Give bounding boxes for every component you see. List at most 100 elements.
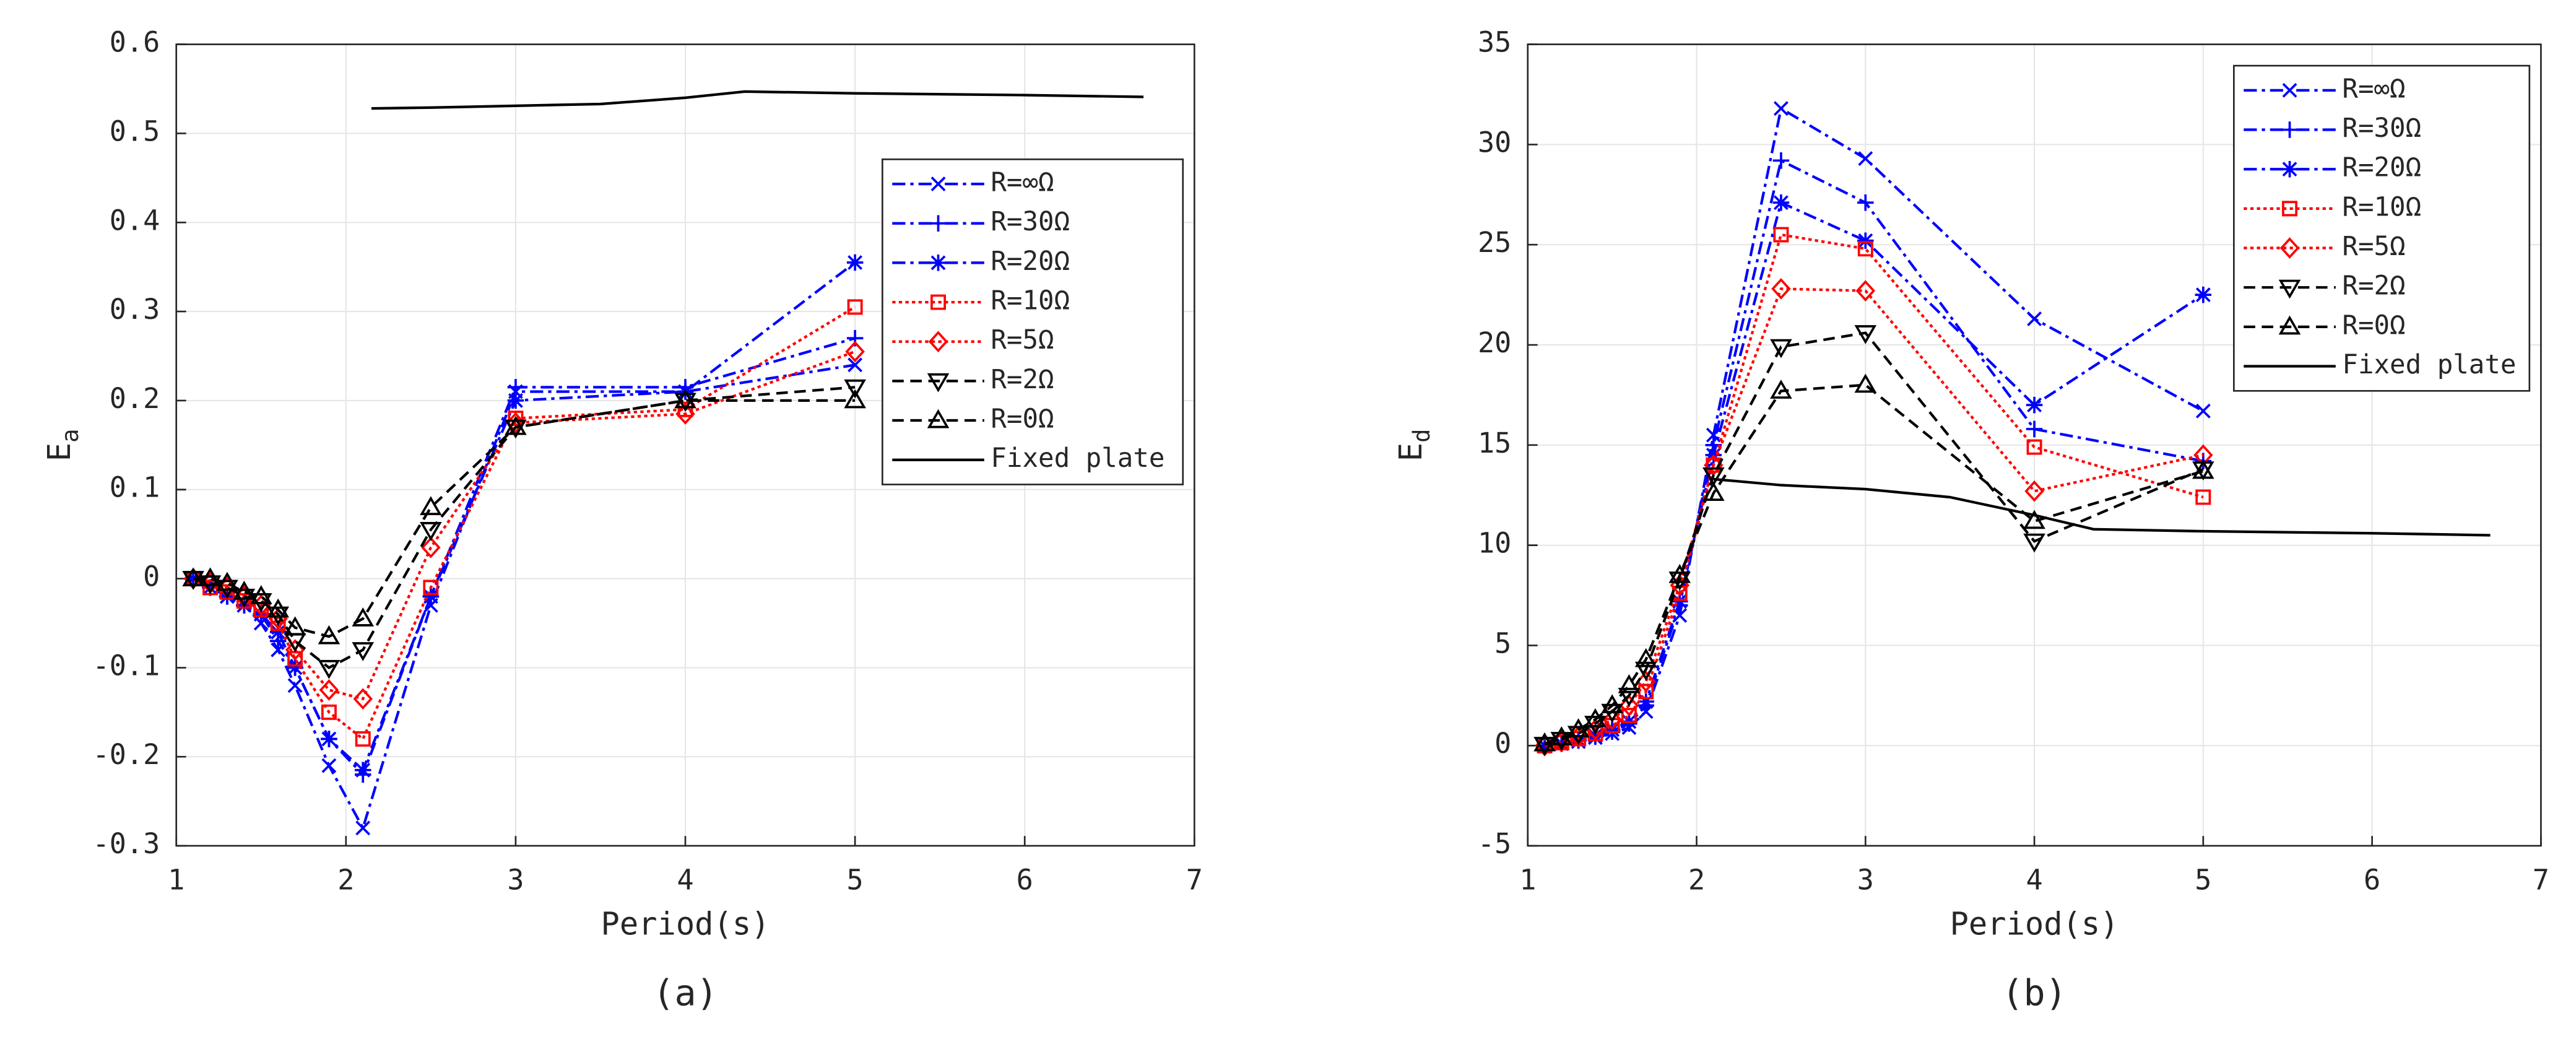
- data-point: [845, 341, 865, 363]
- caption: (b): [2001, 972, 2066, 1014]
- caption: (a): [653, 972, 718, 1014]
- data-point: [1533, 737, 1556, 756]
- data-point: [1671, 593, 1688, 610]
- y-tick-label: 35: [1478, 26, 1511, 59]
- data-point: [1857, 194, 1874, 211]
- x-tick-label: 2: [337, 863, 354, 896]
- legend-marker: [930, 254, 947, 271]
- legend-label: R=∞Ω: [991, 168, 1054, 198]
- data-point: [321, 758, 337, 773]
- y-axis-label-main: E: [1392, 443, 1429, 461]
- data-point: [1855, 280, 1876, 302]
- legend-box: [882, 158, 1184, 485]
- data-point: [1601, 694, 1623, 713]
- y-axis-label: Ea: [41, 428, 84, 461]
- x-axis-label: Period(s): [1950, 906, 2119, 942]
- y-axis-label-main: E: [41, 443, 77, 461]
- legend-label: R=5Ω: [991, 325, 1054, 355]
- y-tick-label: -0.1: [93, 649, 160, 682]
- data-point: [420, 496, 442, 515]
- series-line: [1544, 331, 2204, 746]
- legend-marker: [2282, 201, 2298, 217]
- y-tick-label: -0.2: [93, 738, 160, 771]
- data-point: [182, 567, 204, 587]
- data-point: [423, 580, 439, 596]
- x-tick-label: 5: [847, 863, 864, 896]
- data-point: [844, 389, 866, 409]
- y-tick-label: 0: [1494, 727, 1511, 760]
- legend-marker: [2279, 237, 2300, 259]
- data-point: [2023, 533, 2045, 553]
- x-tick-label: 5: [2195, 863, 2211, 896]
- data-point: [233, 580, 256, 600]
- data-point: [321, 731, 337, 747]
- data-point: [202, 579, 219, 596]
- legend-label: R=∞Ω: [2342, 74, 2405, 104]
- y-tick-label: 0.3: [110, 293, 160, 326]
- y-axis-label: Ed: [1392, 428, 1435, 461]
- legend-marker: [2278, 315, 2301, 335]
- data-point: [2026, 420, 2043, 438]
- data-point: [1621, 708, 1637, 724]
- x-tick-label: 7: [2533, 863, 2549, 896]
- data-point: [1854, 373, 1877, 393]
- y-tick-label: 0.6: [110, 26, 160, 59]
- data-point: [1567, 718, 1590, 737]
- y-tick-label: 0: [143, 560, 160, 593]
- y-tick-label: 0.4: [110, 204, 160, 237]
- legend-marker: [928, 331, 948, 353]
- x-tick-label: 7: [1186, 863, 1203, 896]
- y-tick-label: -5: [1478, 827, 1511, 860]
- data-point: [1602, 708, 1622, 731]
- legend-marker: [927, 409, 950, 428]
- y-axis-label-sub: d: [1408, 428, 1435, 442]
- y-axis-label-sub: a: [56, 428, 83, 442]
- y-tick-label: 30: [1478, 126, 1511, 159]
- y-tick-label: 10: [1478, 527, 1511, 560]
- data-point: [267, 598, 290, 618]
- x-tick-label: 2: [1688, 863, 1705, 896]
- data-point: [1587, 727, 1604, 744]
- legend-label: R=10Ω: [991, 286, 1070, 316]
- data-point: [199, 567, 222, 587]
- legend-marker: [930, 215, 947, 232]
- data-point: [505, 419, 527, 439]
- legend-label: R=2Ω: [991, 365, 1054, 395]
- data-point: [318, 659, 340, 679]
- data-point: [1857, 232, 1874, 250]
- series-line: [1713, 477, 2491, 537]
- x-tick-label: 4: [677, 863, 693, 896]
- y-tick-label: 20: [1478, 326, 1511, 359]
- y-tick-label: 0.1: [110, 471, 160, 504]
- x-tick-label: 3: [1857, 863, 1874, 896]
- data-point: [507, 392, 524, 409]
- data-point: [2024, 480, 2044, 502]
- data-point: [1772, 194, 1790, 211]
- data-point: [352, 642, 375, 661]
- data-point: [1618, 674, 1641, 693]
- y-tick-label: 25: [1478, 226, 1511, 259]
- data-point: [1550, 726, 1573, 745]
- legend-label: R=10Ω: [2342, 192, 2421, 222]
- data-point: [1619, 695, 1639, 716]
- legend-label: R=0Ω: [991, 404, 1054, 435]
- data-point: [2192, 459, 2214, 479]
- data-point: [2195, 286, 2212, 303]
- data-point: [1702, 482, 1725, 501]
- data-point: [1638, 684, 1654, 700]
- data-point: [1668, 563, 1691, 583]
- legend-label: Fixed plate: [2342, 350, 2516, 380]
- data-point: [1584, 716, 1607, 735]
- data-point: [249, 585, 272, 604]
- data-point: [318, 625, 340, 645]
- x-tick-label: 4: [2026, 863, 2042, 896]
- data-point: [1770, 339, 1792, 358]
- series-line: [371, 90, 1144, 110]
- data-point: [505, 415, 527, 435]
- axes-box: [175, 43, 1195, 847]
- data-point: [1567, 726, 1590, 745]
- data-point: [352, 607, 375, 627]
- data-point: [321, 704, 337, 720]
